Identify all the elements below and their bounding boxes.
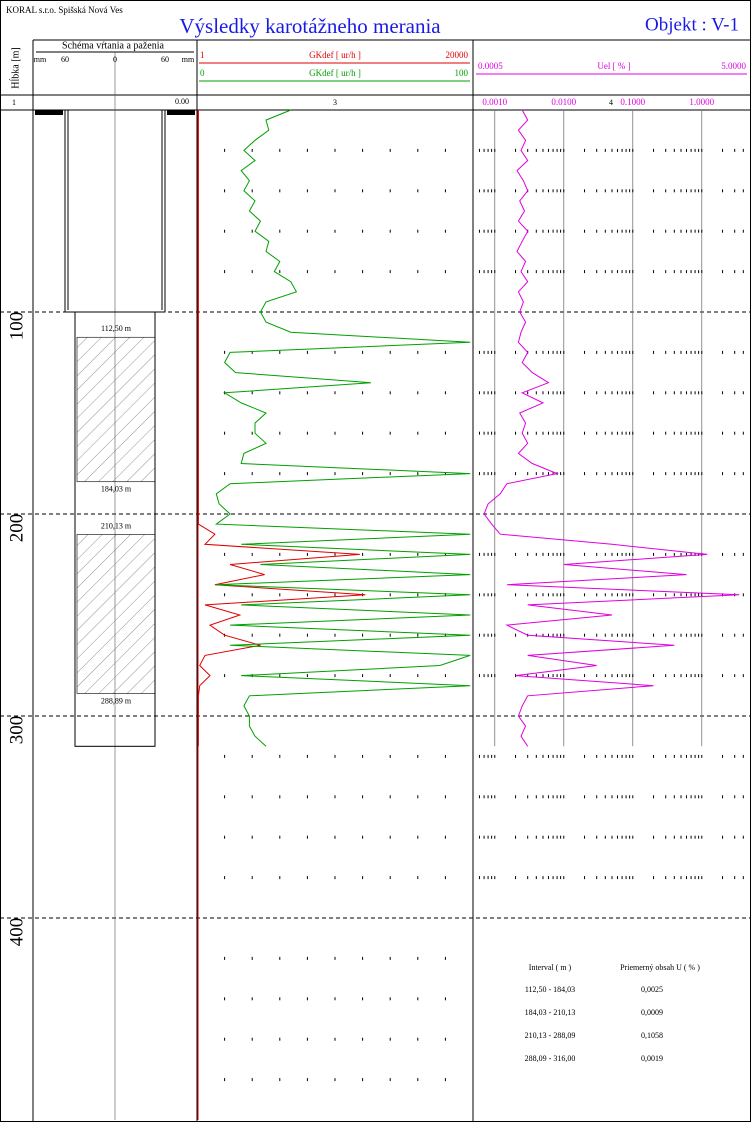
schema-scale-label: 60 [161, 55, 169, 64]
curve [483, 109, 740, 747]
table-header: Interval ( m ) [529, 963, 572, 972]
depth-tick-label: 300 [6, 716, 27, 745]
collar-left [35, 110, 63, 115]
scale-min: 0.0005 [478, 61, 503, 71]
schema-scale-label: mm [34, 55, 47, 64]
curve [214, 109, 471, 747]
table-cell: 184,03 - 210,13 [525, 1008, 576, 1017]
table-cell: 0,0009 [641, 1008, 663, 1017]
curve [197, 110, 366, 747]
table-header: Priemerný obsah U ( % ) [620, 963, 700, 972]
track-number: 3 [333, 98, 337, 107]
casing-inner [67, 110, 163, 310]
borehole [74, 311, 156, 747]
x-tick-label: 0.0100 [551, 97, 576, 107]
table-cell: 0,0025 [641, 985, 663, 994]
title: Výsledky karotážneho merania [179, 14, 441, 38]
depth-label: 184,03 m [101, 485, 132, 494]
table-cell: 210,13 - 288,09 [525, 1031, 576, 1040]
x-tick-label: 1.0000 [689, 97, 714, 107]
depth-label: 288,89 m [101, 696, 132, 705]
track-number: 1 [12, 98, 16, 107]
scale-min: 1 [200, 50, 205, 60]
screen-interval [76, 336, 156, 483]
depth-label: 112,50 m [101, 324, 132, 333]
table-cell: 112,50 - 184,03 [525, 985, 575, 994]
x-tick-label: 0.1000 [620, 97, 645, 107]
legend-entry: GKdef [ ur/h ] [309, 68, 361, 78]
scale-max: 20000 [446, 50, 469, 60]
table-cell: 288,09 - 316,00 [525, 1054, 576, 1063]
collar-right [167, 110, 195, 115]
top-label: 0.00 [175, 97, 189, 106]
schema-scale-label: mm [182, 55, 195, 64]
schema-scale-label: 60 [61, 55, 69, 64]
legend-entry: Uel [ % ] [597, 61, 630, 71]
company: KORAL s.r.o. Spišská Nová Ves [6, 5, 123, 15]
depth-label: Hĺbka [m] [8, 47, 21, 88]
screen-interval [76, 534, 156, 694]
depth-label: 210,13 m [101, 521, 132, 530]
object: Objekt : V-1 [645, 14, 739, 35]
depth-tick-label: 400 [6, 918, 27, 947]
scale-max: 5.0000 [721, 61, 746, 71]
legend-entry: GKdef [ ur/h ] [309, 50, 361, 60]
schema-title: Schéma vŕtania a paženia [62, 40, 164, 51]
table-cell: 0,0019 [641, 1054, 663, 1063]
x-tick-label: 0.0010 [482, 97, 507, 107]
track-number: 4 [609, 98, 613, 107]
depth-tick-label: 200 [6, 514, 27, 543]
scale-max: 100 [455, 68, 469, 78]
scale-min: 0 [200, 68, 205, 78]
depth-tick-label: 100 [6, 312, 27, 341]
table-cell: 0,1058 [641, 1031, 663, 1040]
